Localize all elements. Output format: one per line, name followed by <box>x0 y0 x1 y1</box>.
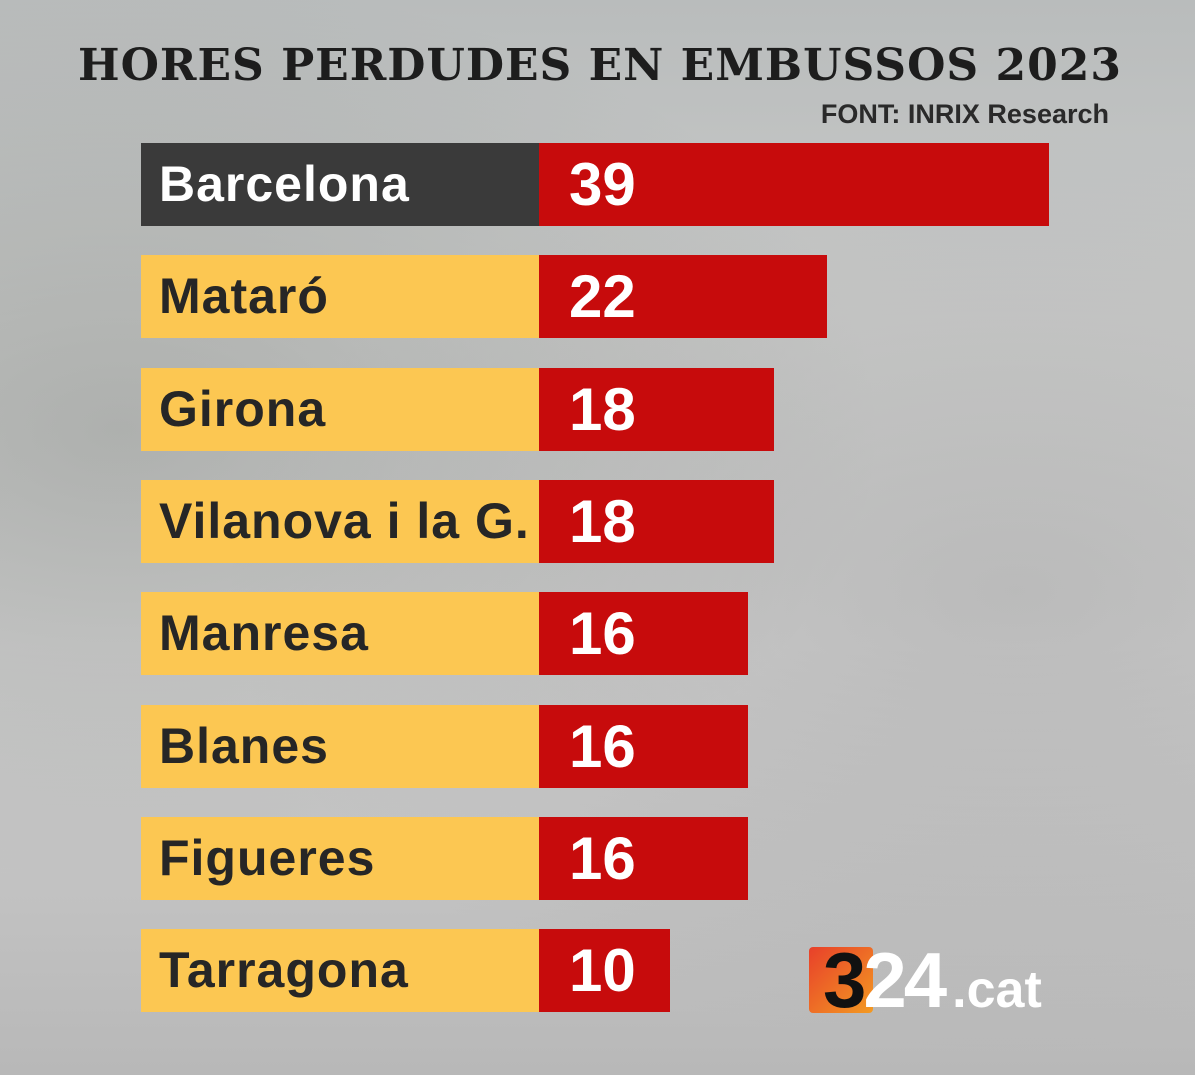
category-label: Tarragona <box>141 929 539 1013</box>
value-label: 16 <box>569 712 636 780</box>
bar <box>539 367 775 451</box>
category-label: Blanes <box>141 704 539 788</box>
value-label: 18 <box>569 375 636 443</box>
logo-text: 324 .cat <box>823 936 1042 1024</box>
category-label: Manresa <box>141 592 539 676</box>
category-label: Mataró <box>141 255 539 339</box>
category-label: Vilanova i la G. <box>141 479 539 563</box>
value-label: 22 <box>569 263 636 331</box>
bar <box>539 704 749 788</box>
bar <box>539 479 775 563</box>
bar <box>539 255 827 339</box>
logo-box <box>809 947 873 1013</box>
bar <box>539 929 670 1013</box>
value-label: 18 <box>569 487 636 555</box>
category-label: Girona <box>141 367 539 451</box>
chart-source: FONT: INRIX Research <box>820 99 1109 129</box>
bar <box>539 816 749 900</box>
bar <box>539 592 749 676</box>
chart-title: HORES PERDUDES EN EMBUSSOS 2023 <box>78 40 1122 91</box>
bar <box>539 143 1049 226</box>
value-label: 39 <box>569 151 636 218</box>
category-label: Barcelona <box>141 143 539 226</box>
value-label: 10 <box>569 937 636 1005</box>
value-label: 16 <box>569 600 636 668</box>
category-label: Figueres <box>141 816 539 900</box>
value-label: 16 <box>569 824 636 892</box>
